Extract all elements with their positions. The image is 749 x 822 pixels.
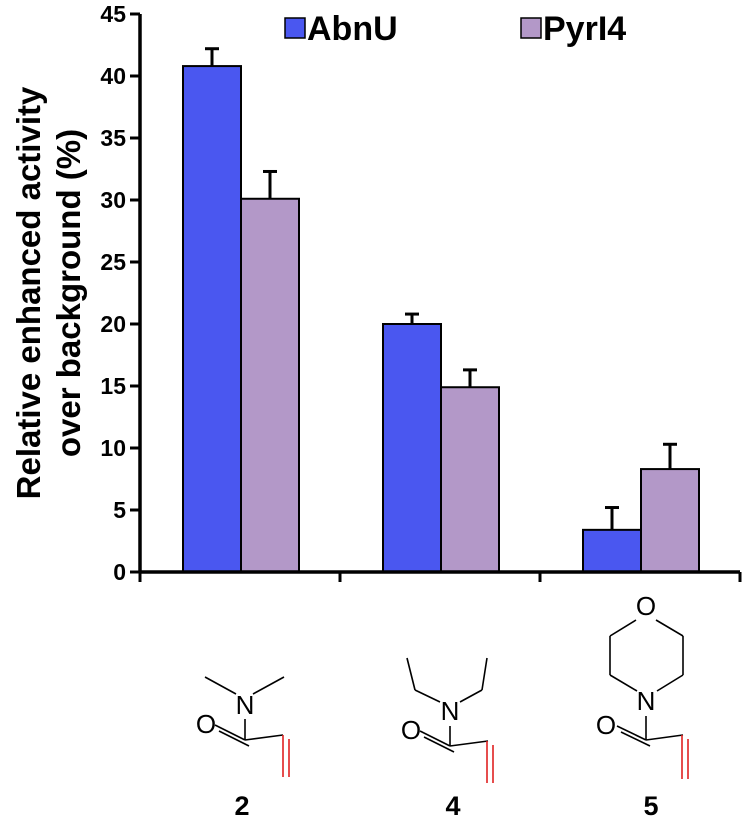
bar-pyri4-2: [240, 197, 300, 573]
atom-N-compound-5: N: [637, 686, 656, 716]
x-axis: [138, 570, 742, 582]
y-axis: 0 5 10 15 20 25 30 35 40 45: [100, 1, 142, 585]
legend-swatch-abnu: [284, 17, 306, 39]
y-tick-label-30: 30: [100, 187, 126, 213]
legend: AbnU PyrI4: [284, 10, 626, 48]
compound-label-4: 4: [445, 791, 460, 821]
structure-compound-2: [204, 676, 290, 777]
legend-label-abnu: AbnU: [307, 10, 398, 48]
atom-O-carbonyl-compound-5: O: [596, 710, 616, 740]
atom-O-compound-2: O: [196, 709, 216, 739]
compound-label-5: 5: [643, 791, 658, 821]
y-tick-label-25: 25: [100, 249, 126, 275]
y-tick-label-0: 0: [113, 559, 126, 585]
y-tick-label-45: 45: [100, 1, 126, 27]
bar-abnu-2: [182, 65, 242, 574]
y-tick-label-40: 40: [100, 63, 126, 89]
compound-label-2: 2: [234, 791, 249, 821]
legend-swatch-pyri4: [520, 17, 542, 39]
bars: [182, 47, 700, 574]
y-tick-label-15: 15: [100, 373, 126, 399]
y-tick-label-5: 5: [113, 497, 126, 523]
y-axis-title-line1: Relative enhanced activity: [10, 86, 47, 499]
legend-label-pyri4: PyrI4: [543, 10, 626, 48]
structure-compound-5: [609, 619, 689, 779]
structure-compound-4: [406, 657, 494, 783]
y-tick-label-20: 20: [100, 311, 126, 337]
y-tick-label-35: 35: [100, 125, 126, 151]
bar-abnu-5: [582, 528, 642, 574]
bar-abnu-4: [382, 323, 442, 573]
y-tick-label-10: 10: [100, 435, 126, 461]
atom-O-compound-4: O: [401, 715, 421, 745]
y-axis-title-line2: over background (%): [50, 129, 87, 457]
bar-pyri4-4: [440, 386, 500, 573]
bar-pyri4-5: [640, 468, 700, 573]
atom-N-compound-2: N: [236, 690, 255, 720]
atom-N-compound-4: N: [441, 696, 460, 726]
atom-O-ring-compound-5: O: [636, 591, 656, 621]
